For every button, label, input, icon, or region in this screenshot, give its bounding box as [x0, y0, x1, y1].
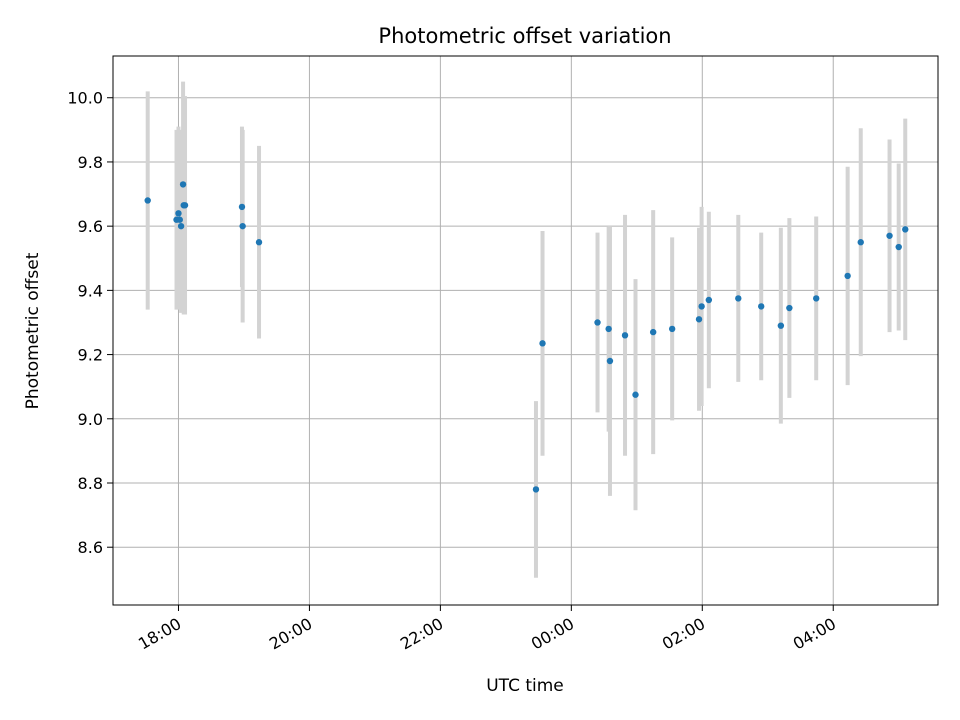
data-point: [181, 202, 189, 209]
data-point: [532, 486, 540, 493]
data-point: [844, 272, 851, 280]
data-point: [895, 243, 902, 251]
data-point: [758, 303, 765, 310]
data-point: [179, 181, 187, 188]
data-point: [606, 357, 614, 365]
data-point: [649, 328, 657, 336]
data-points: [144, 181, 909, 493]
x-axis-label: UTC time: [486, 676, 564, 696]
y-tick-label: 9.0: [78, 410, 103, 429]
data-point: [632, 391, 639, 398]
data-point: [695, 316, 703, 323]
y-tick-label: 8.8: [78, 474, 103, 493]
data-point: [176, 216, 183, 223]
data-point: [698, 303, 705, 310]
data-point: [735, 295, 742, 302]
y-tick-label: 8.6: [78, 538, 103, 557]
data-point: [886, 232, 893, 239]
data-point: [786, 304, 793, 312]
data-point: [175, 210, 182, 217]
data-point: [238, 203, 246, 211]
data-point: [255, 239, 263, 246]
y-tick-label: 10.0: [67, 89, 103, 108]
chart-title: Photometric offset variation: [378, 24, 671, 48]
data-point: [777, 322, 785, 329]
data-point: [621, 332, 629, 339]
data-point: [594, 319, 601, 326]
grid: [113, 56, 938, 605]
y-tick-label: 9.6: [78, 217, 103, 236]
data-point: [605, 325, 612, 333]
data-point: [705, 296, 713, 304]
data-point: [539, 340, 546, 347]
y-tick-label: 9.2: [78, 346, 103, 365]
data-point: [668, 325, 676, 333]
y-tick-label: 9.4: [78, 281, 103, 300]
data-point: [902, 226, 909, 233]
data-point: [239, 222, 246, 230]
data-point: [177, 222, 185, 230]
data-point: [813, 295, 820, 302]
plot-frame: [112, 55, 939, 606]
y-axis-label: Photometric offset: [23, 252, 43, 409]
y-tick-label: 9.8: [78, 153, 103, 172]
data-point: [144, 197, 151, 204]
data-point: [857, 239, 864, 246]
